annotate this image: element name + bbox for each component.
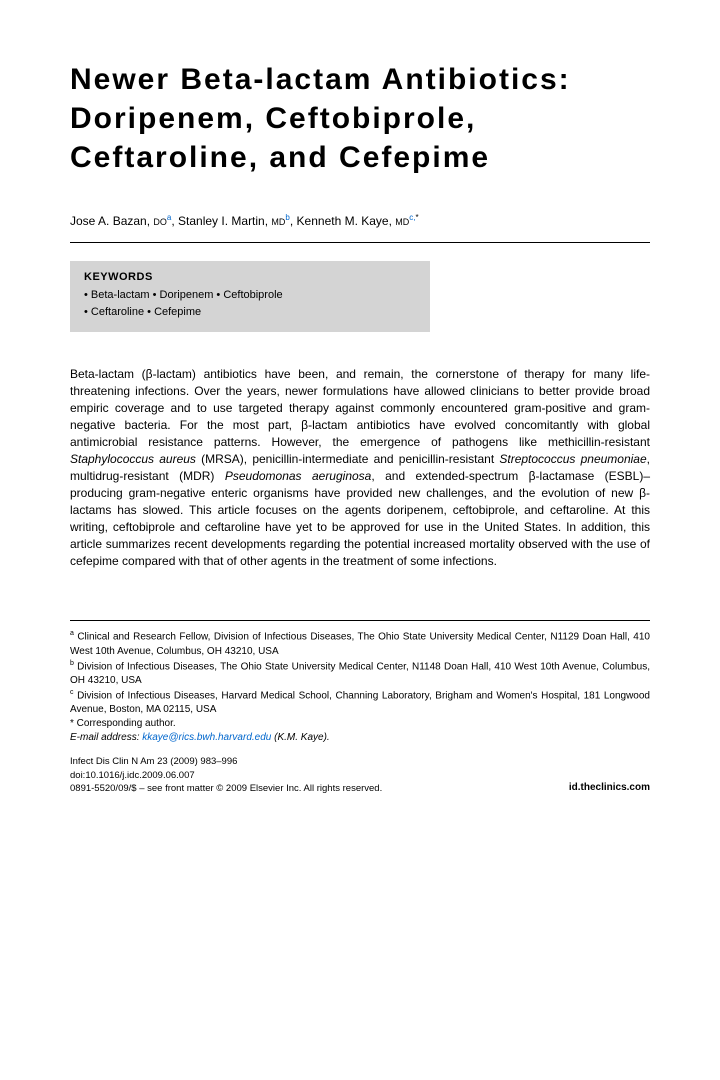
issn-copyright: 0891-5520/09/$ – see front matter © 2009… (70, 782, 382, 795)
keywords-line-1: • Beta-lactam • Doripenem • Ceftobiprole (84, 287, 416, 304)
email-line: E-mail address: kkaye@rics.bwh.harvard.e… (70, 731, 650, 745)
author-3-degree: MD (395, 217, 409, 227)
body-text-a: Beta-lactam (β-lactam) antibiotics have … (70, 367, 650, 449)
body-text-c: (MRSA), penicillin-intermediate and peni… (196, 452, 499, 466)
email-label: E-mail address: (70, 732, 139, 743)
body-text-g: , and extended-spectrum β-lactamase (ESB… (70, 469, 650, 568)
doi: doi:10.1016/j.idc.2009.06.007 (70, 769, 382, 782)
footer-left: Infect Dis Clin N Am 23 (2009) 983–996 d… (70, 755, 382, 795)
journal-citation: Infect Dis Clin N Am 23 (2009) 983–996 (70, 755, 382, 768)
keywords-line-2: • Ceftaroline • Cefepime (84, 304, 416, 321)
affil-a: a Clinical and Research Fellow, Division… (70, 629, 650, 658)
author-1-name: Jose A. Bazan, (70, 214, 150, 228)
author-2-affil-sup: b (285, 213, 289, 222)
body-paragraph: Beta-lactam (β-lactam) antibiotics have … (70, 366, 650, 570)
article-title: Newer Beta-lactam Antibiotics: Doripenem… (70, 60, 650, 177)
author-1-affil-sup: a (167, 213, 171, 222)
affil-c: c Division of Infectious Diseases, Harva… (70, 688, 650, 717)
author-2-degree: MD (271, 217, 285, 227)
author-1-degree: DO (153, 217, 167, 227)
author-3-name: Kenneth M. Kaye, (297, 214, 392, 228)
corresponding-author: * Corresponding author. (70, 717, 650, 731)
affiliations-block: a Clinical and Research Fellow, Division… (70, 620, 650, 745)
footer-site[interactable]: id.theclinics.com (569, 781, 650, 795)
affil-c-text: Division of Infectious Diseases, Harvard… (70, 690, 650, 715)
keywords-label: KEYWORDS (84, 271, 416, 283)
authors-line: Jose A. Bazan, DOa, Stanley I. Martin, M… (70, 213, 650, 243)
body-italic-3: Pseudomonas aeruginosa (225, 469, 372, 483)
body-italic-1: Staphylococcus aureus (70, 452, 196, 466)
email-link[interactable]: kkaye@rics.bwh.harvard.edu (142, 732, 271, 743)
page-footer: Infect Dis Clin N Am 23 (2009) 983–996 d… (70, 755, 650, 795)
email-suffix: (K.M. Kaye). (271, 732, 329, 743)
affil-b-text: Division of Infectious Diseases, The Ohi… (70, 661, 650, 686)
author-2-name: Stanley I. Martin, (178, 214, 268, 228)
body-italic-2: Streptococcus pneumoniae (499, 452, 646, 466)
keywords-box: KEYWORDS • Beta-lactam • Doripenem • Cef… (70, 261, 430, 332)
author-3-corr-star: * (416, 213, 419, 222)
affil-b: b Division of Infectious Diseases, The O… (70, 659, 650, 688)
affil-a-text: Clinical and Research Fellow, Division o… (70, 632, 650, 657)
